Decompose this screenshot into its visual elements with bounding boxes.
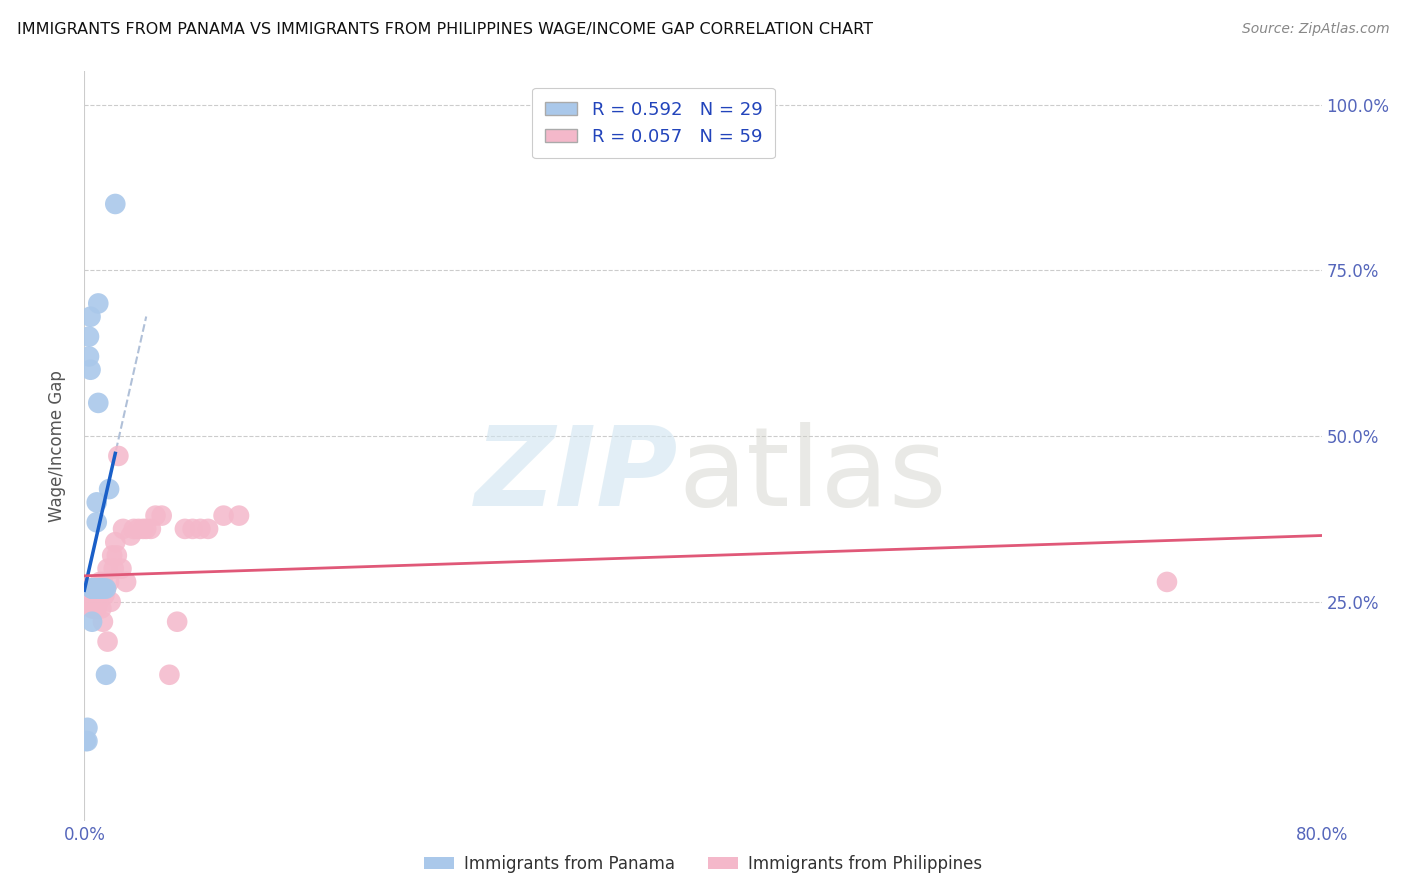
Text: ZIP: ZIP [475,423,678,530]
Point [75,582,97,596]
Point [86,515,108,529]
Point [84,582,107,596]
Point [93,588,115,602]
Point [112,522,135,536]
Point [77,350,100,364]
Point [86,588,108,602]
Point [77,329,100,343]
Point [110,562,132,576]
Point [76,582,98,596]
Point [84,601,107,615]
Point [91,582,114,596]
Point [93,582,115,596]
Point [188,522,211,536]
Point [79,310,101,324]
Point [77,595,100,609]
Point [105,549,128,563]
Point [90,601,112,615]
Point [90,582,112,596]
Point [89,574,111,589]
Point [104,197,127,211]
Point [132,522,155,536]
Point [82,582,104,596]
Point [127,522,149,536]
Point [93,582,115,596]
Point [115,574,138,589]
Point [212,508,235,523]
Point [166,615,188,629]
Point [181,522,204,536]
Point [89,582,111,596]
Point [89,588,111,602]
Text: IMMIGRANTS FROM PANAMA VS IMMIGRANTS FROM PHILIPPINES WAGE/INCOME GAP CORRELATIO: IMMIGRANTS FROM PANAMA VS IMMIGRANTS FRO… [17,22,873,37]
Point [96,562,118,576]
Point [82,582,104,596]
Point [94,582,117,596]
Point [90,582,112,596]
Point [84,582,107,596]
Text: Source: ZipAtlas.com: Source: ZipAtlas.com [1241,22,1389,37]
Point [83,582,105,596]
Point [76,734,98,748]
Point [84,582,107,596]
Point [228,508,250,523]
Point [101,549,124,563]
Point [1156,574,1178,589]
Point [82,595,104,609]
Point [82,615,104,629]
Point [174,522,197,536]
Point [82,582,104,596]
Point [86,601,108,615]
Point [94,582,117,596]
Point [79,582,101,596]
Point [83,601,105,615]
Point [135,522,157,536]
Point [103,562,125,576]
Point [87,296,110,310]
Point [98,482,121,496]
Point [98,574,121,589]
Point [107,449,129,463]
Point [76,595,98,609]
Point [150,508,173,523]
Y-axis label: Wage/Income Gap: Wage/Income Gap [48,370,66,522]
Point [120,528,142,542]
Point [145,508,167,523]
Point [77,588,100,602]
Point [89,582,111,596]
Point [100,595,122,609]
Point [86,582,108,596]
Point [82,582,104,596]
Point [83,582,105,596]
Point [197,522,219,536]
Point [87,582,110,596]
Text: atlas: atlas [678,423,946,530]
Point [83,582,105,596]
Point [87,396,110,410]
Point [104,535,127,549]
Point [89,582,111,596]
Point [96,634,118,648]
Point [75,734,97,748]
Point [83,588,105,602]
Point [159,667,180,681]
Point [94,667,117,681]
Legend: Immigrants from Panama, Immigrants from Philippines: Immigrants from Panama, Immigrants from … [418,848,988,880]
Point [87,595,110,609]
Point [86,495,108,509]
Point [82,601,104,615]
Point [79,595,101,609]
Point [122,522,145,536]
Point [84,588,107,602]
Point [76,721,98,735]
Point [91,615,114,629]
Legend: R = 0.592   N = 29, R = 0.057   N = 59: R = 0.592 N = 29, R = 0.057 N = 59 [531,88,775,158]
Point [91,574,114,589]
Point [139,522,162,536]
Point [79,363,101,377]
